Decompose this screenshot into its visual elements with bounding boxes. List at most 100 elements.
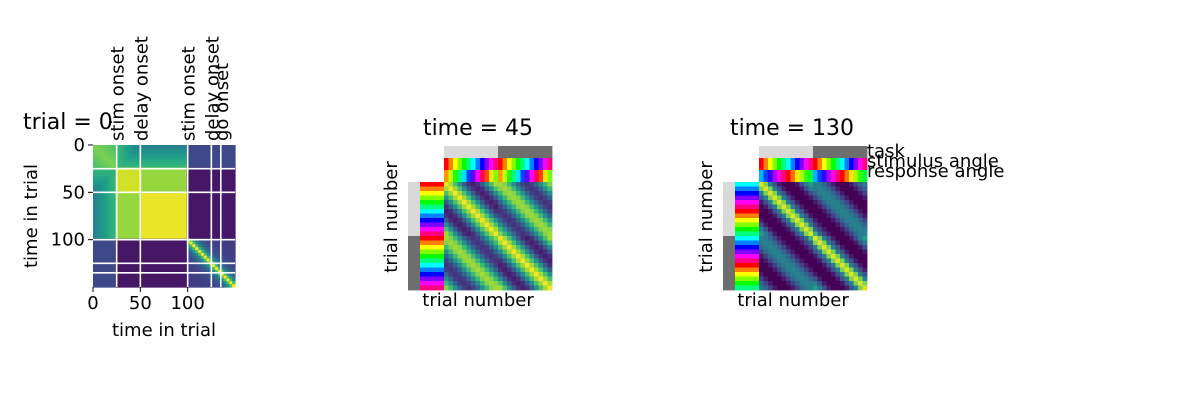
heatmap-cell bbox=[200, 221, 205, 226]
heatmap-cell bbox=[232, 198, 236, 203]
heatmap-cell bbox=[212, 164, 216, 169]
heatmap-cell bbox=[516, 222, 521, 228]
heatmap-cell bbox=[759, 227, 764, 232]
heatmap-cell bbox=[795, 227, 800, 232]
heatmap-cell bbox=[172, 221, 176, 226]
heatmap-cell bbox=[129, 193, 134, 197]
heatmap-cell bbox=[164, 207, 168, 211]
heatmap-cell bbox=[223, 184, 228, 189]
heatmap-cell bbox=[813, 186, 818, 192]
heatmap-cell bbox=[226, 221, 230, 226]
heatmap-cell bbox=[768, 204, 773, 210]
heatmap-cell bbox=[110, 193, 114, 197]
task-bar-cell bbox=[790, 146, 796, 158]
heatmap-cell bbox=[498, 209, 503, 214]
heatmap-cell bbox=[534, 267, 539, 273]
heatmap-cell bbox=[804, 276, 809, 282]
heatmap-cell bbox=[223, 198, 228, 203]
heatmap-cell bbox=[93, 252, 97, 257]
heatmap-cell bbox=[200, 272, 205, 277]
heatmap-cell bbox=[118, 162, 122, 166]
task-bar-cell bbox=[457, 146, 463, 158]
panel3-x-label: trial number bbox=[737, 290, 849, 311]
heatmap-cell bbox=[226, 269, 230, 274]
heatmap-cell bbox=[183, 244, 188, 248]
heatmap-cell bbox=[118, 150, 122, 155]
heatmap-cell bbox=[507, 263, 512, 268]
heatmap-cell bbox=[226, 267, 230, 271]
heatmap-cell bbox=[475, 213, 481, 219]
heatmap-cell bbox=[200, 278, 205, 282]
heatmap-cell bbox=[831, 249, 836, 255]
heatmap-cell bbox=[772, 240, 778, 246]
y-tick-label: 100 bbox=[51, 230, 85, 251]
heatmap-cell bbox=[169, 235, 174, 240]
heatmap-cell bbox=[135, 252, 140, 257]
heatmap-cell bbox=[520, 227, 526, 232]
heatmap-cell bbox=[161, 269, 165, 274]
heatmap-cell bbox=[840, 258, 845, 264]
heatmap-cell bbox=[507, 209, 512, 214]
heatmap-cell bbox=[493, 254, 499, 259]
heatmap-cell bbox=[135, 184, 140, 189]
heatmap-cell bbox=[200, 198, 205, 203]
stimulus-angle-bar-cell bbox=[813, 158, 818, 170]
heatmap-cell bbox=[175, 272, 179, 277]
heatmap-cell bbox=[124, 196, 128, 200]
heatmap-cell bbox=[212, 227, 216, 231]
heatmap-cell bbox=[155, 284, 159, 288]
heatmap-cell bbox=[112, 176, 117, 180]
heatmap-cell bbox=[471, 254, 476, 259]
heatmap-cell bbox=[206, 164, 211, 169]
heatmap-cell bbox=[511, 236, 517, 241]
heatmap-cell bbox=[229, 255, 233, 260]
heatmap-cell bbox=[538, 186, 544, 192]
heatmap-cell bbox=[166, 145, 171, 149]
heatmap-cell bbox=[104, 179, 108, 183]
heatmap-cell bbox=[772, 213, 778, 219]
heatmap-cell bbox=[189, 218, 193, 223]
heatmap-cell bbox=[124, 147, 128, 152]
heatmap-cell bbox=[189, 267, 193, 271]
panel1-x-ticks: 0 50 100 bbox=[87, 287, 205, 314]
heatmap-cell bbox=[152, 204, 157, 209]
heatmap-cell bbox=[215, 153, 219, 157]
heatmap-cell bbox=[203, 258, 208, 263]
event-label: delay onset bbox=[131, 36, 152, 141]
heatmap-cell bbox=[203, 272, 208, 277]
heatmap-cell bbox=[172, 275, 176, 280]
heatmap-cell bbox=[808, 240, 814, 246]
heatmap-cell bbox=[124, 159, 128, 163]
heatmap-cell bbox=[110, 278, 114, 282]
heatmap-cell bbox=[502, 272, 508, 277]
stimulus-angle-bar-cell bbox=[831, 158, 836, 170]
heatmap-cell bbox=[781, 276, 787, 282]
heatmap-cell bbox=[155, 235, 159, 240]
heatmap-cell bbox=[516, 231, 521, 237]
heatmap-cell bbox=[172, 207, 176, 211]
heatmap-cell bbox=[169, 173, 174, 177]
heatmap-cell bbox=[547, 186, 553, 192]
heatmap-cell bbox=[164, 278, 168, 282]
heatmap-cell bbox=[475, 227, 481, 232]
heatmap-cell bbox=[229, 218, 233, 223]
heatmap-cell bbox=[484, 249, 490, 255]
heatmap-cell bbox=[107, 241, 111, 245]
heatmap-cell bbox=[155, 258, 159, 263]
heatmap-cell bbox=[107, 252, 111, 257]
heatmap-cell bbox=[149, 156, 154, 160]
heatmap-cell bbox=[93, 156, 97, 160]
heatmap-cell bbox=[141, 145, 145, 149]
heatmap-cell bbox=[484, 200, 490, 205]
heatmap-cell bbox=[155, 153, 159, 157]
heatmap-cell bbox=[223, 233, 228, 237]
heatmap-cell bbox=[129, 267, 134, 271]
heatmap-cell bbox=[166, 230, 171, 234]
heatmap-cell bbox=[543, 249, 548, 255]
heatmap-cell bbox=[192, 252, 196, 257]
heatmap-cell bbox=[448, 236, 454, 241]
heatmap-cell bbox=[112, 201, 117, 206]
heatmap-cell bbox=[466, 204, 472, 210]
heatmap-cell bbox=[220, 264, 225, 268]
heatmap-cell bbox=[822, 276, 827, 282]
